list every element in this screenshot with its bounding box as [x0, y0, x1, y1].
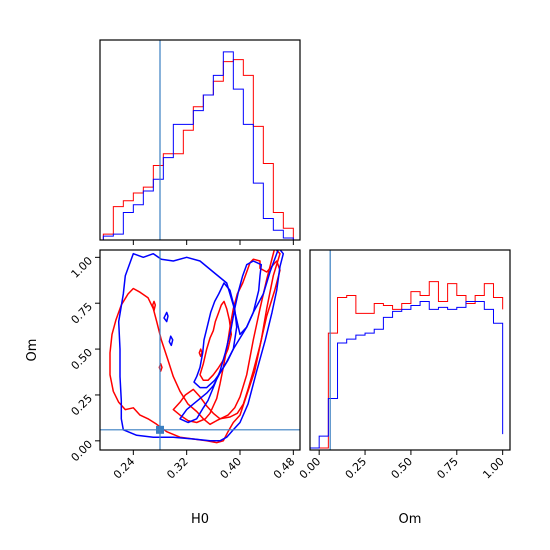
om-y-tick-label: 0.75: [69, 300, 96, 327]
h0-axis-label: H0: [191, 512, 209, 527]
contour-red-3: [151, 300, 157, 312]
om-x-tick-label: 0.50: [389, 455, 416, 482]
om-y-tick-label: 0.25: [69, 392, 96, 419]
contour-blue-8: [193, 282, 238, 389]
om-histogram-panel: 0.00 0.25 0.50 0.75 1.00: [297, 249, 511, 482]
om-y-tick-label: 1.00: [69, 254, 96, 281]
om-hist-frame: [309, 249, 511, 451]
truth-marker: [156, 425, 164, 434]
om-x-tick-label: 0.00: [297, 455, 324, 482]
om-x-tick-label: 1.00: [480, 455, 507, 482]
om-axis-label: Om: [399, 512, 422, 527]
om-y-tick-label: 0.50: [69, 346, 96, 373]
h0-x-tick-label: 0.24: [111, 455, 138, 482]
contour-red-0: [109, 250, 281, 444]
h0-x-tick-label: 0.48: [271, 455, 298, 482]
om-y-tick-label: 0.00: [69, 438, 96, 465]
contour-blue-7: [179, 260, 263, 424]
h0-hist-frame: [99, 39, 301, 241]
contour-red-1: [172, 258, 281, 424]
h0-histogram-panel: [99, 39, 301, 245]
h0-hist-blue-series: [102, 51, 294, 240]
om-hist-red-series: [310, 281, 504, 449]
contour-frame: [99, 249, 301, 451]
h0-x-tick-label: 0.32: [164, 455, 191, 482]
h0-x-tick-label: 0.40: [218, 455, 245, 482]
contour-blue-9: [163, 311, 169, 323]
om-x-tick-label: 0.75: [434, 455, 461, 482]
h0-om-contour-panel: 0.24 0.32 0.40 0.48 0.00 0.25 0.50 0.75 1.00: [69, 249, 301, 482]
contour-red-2: [199, 300, 233, 382]
om-y-axis-label: Om: [25, 339, 40, 362]
contour-blue-10: [168, 335, 174, 347]
contour-group: [109, 250, 285, 444]
om-hist-blue-series: [310, 300, 504, 449]
om-x-tick-label: 0.25: [343, 455, 370, 482]
